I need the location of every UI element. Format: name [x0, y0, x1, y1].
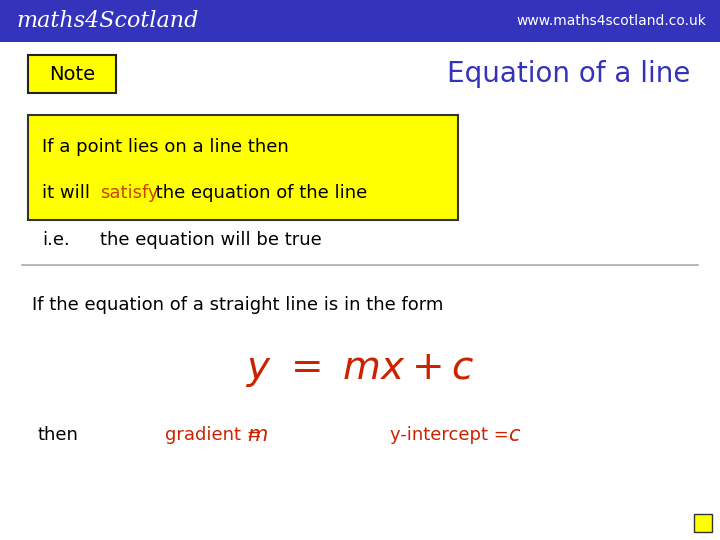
Text: then: then [38, 426, 79, 444]
Text: $y\ =\ mx + c$: $y\ =\ mx + c$ [246, 351, 474, 389]
Text: satisfy: satisfy [100, 184, 158, 202]
Text: $c$: $c$ [508, 425, 521, 445]
Text: www.maths4scotland.co.uk: www.maths4scotland.co.uk [516, 14, 706, 28]
Text: Equation of a line: Equation of a line [446, 60, 690, 88]
Text: maths4Scotland: maths4Scotland [16, 10, 199, 32]
FancyBboxPatch shape [28, 55, 116, 93]
Text: Note: Note [49, 64, 95, 84]
Bar [0, 0, 720, 42]
Text: it will: it will [42, 184, 96, 202]
Text: If a point lies on a line then: If a point lies on a line then [42, 138, 289, 156]
Text: gradient =: gradient = [165, 426, 268, 444]
FancyBboxPatch shape [694, 514, 712, 532]
Text: $m$: $m$ [247, 425, 268, 445]
Text: If the equation of a straight line is in the form: If the equation of a straight line is in… [32, 296, 444, 314]
Text: i.e.: i.e. [42, 231, 70, 249]
Text: the equation will be true: the equation will be true [100, 231, 322, 249]
Text: the equation of the line: the equation of the line [150, 184, 367, 202]
Text: y-intercept =: y-intercept = [390, 426, 521, 444]
FancyBboxPatch shape [28, 115, 458, 220]
